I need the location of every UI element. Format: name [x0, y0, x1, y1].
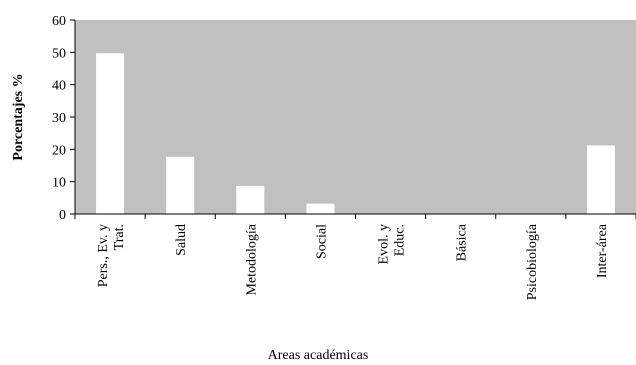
x-category-label-0-line-1: Trat.: [112, 224, 127, 250]
x-category-label-0-line-0: Pers., Ev. y: [96, 224, 111, 287]
y-tick-label-60: 60: [52, 14, 66, 29]
bar-2: [236, 185, 265, 214]
bar-3: [306, 203, 335, 214]
bar-1: [166, 156, 195, 214]
bar-0: [96, 53, 125, 215]
x-category-label-6: Psicobiología: [525, 223, 540, 300]
x-categories-group: Pers., Ev. y Trat. Salud Metodología Social E…: [74, 214, 636, 300]
y-tick-label-50: 50: [52, 46, 66, 61]
x-category-label-7: Inter-área: [595, 223, 610, 278]
plot-area: [75, 20, 636, 214]
y-tick-label-10: 10: [52, 176, 66, 191]
x-category-label-4-line-0: Evol. y: [377, 224, 392, 264]
y-tick-label-20: 20: [52, 143, 66, 158]
x-category-label-4-line-1: Educ.: [393, 224, 408, 256]
y-tick-label-30: 30: [52, 111, 66, 126]
x-axis-label: Areas académicas: [268, 348, 369, 363]
bars-group: [96, 53, 615, 215]
y-tick-label-40: 40: [52, 79, 66, 94]
x-category-label-3: Social: [314, 224, 329, 259]
x-category-label-1: Salud: [174, 224, 189, 256]
x-category-label-5: Básica: [455, 223, 470, 261]
y-axis-label: Porcentajes %: [11, 73, 26, 160]
y-tick-label-0: 0: [59, 208, 66, 223]
bar-7: [586, 145, 615, 214]
y-ticks-group: 0 10 20 30 40 50 60: [52, 14, 75, 223]
x-category-label-2: Metodología: [244, 223, 259, 295]
